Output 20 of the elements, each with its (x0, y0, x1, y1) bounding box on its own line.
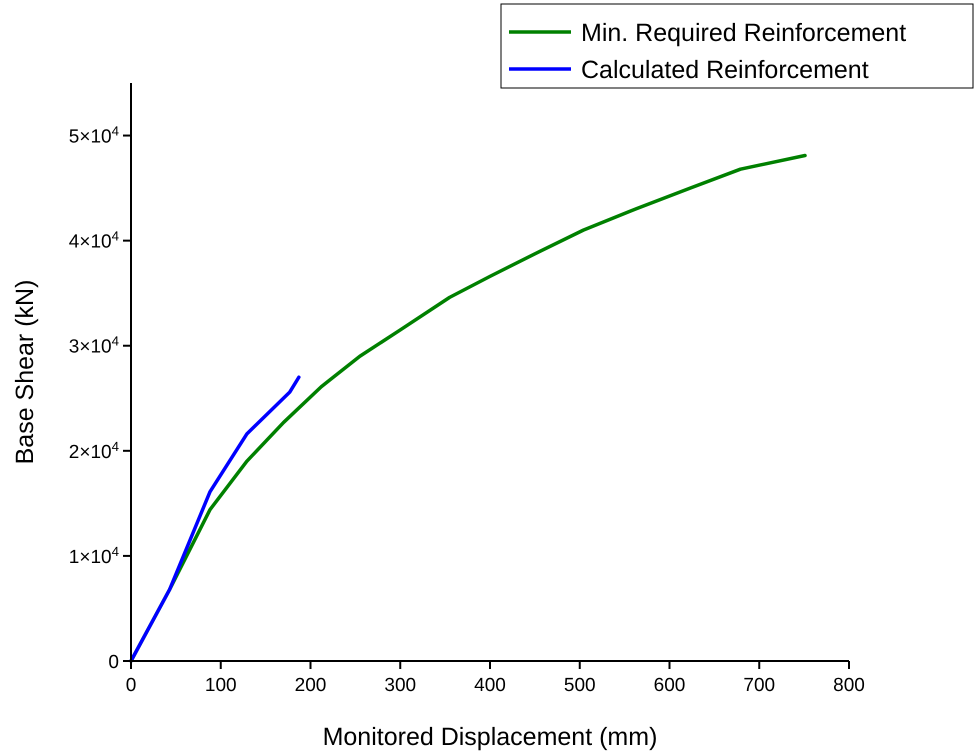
y-tick-label: 1×10$^{4}$ (68, 543, 119, 568)
x-tick-label: 500 (564, 675, 596, 696)
y-tick-label: 5×10$^{4}$ (68, 123, 119, 148)
x-axis-title: Monitored Displacement (mm) (322, 723, 658, 751)
y-tick-label: 4×10$^{4}$ (68, 228, 119, 253)
y-axis-title: Base Shear (kN) (11, 280, 39, 464)
x-tick-label: 100 (204, 675, 237, 696)
x-tick-label: 300 (384, 675, 416, 696)
x-tick-label: 800 (833, 675, 865, 696)
x-tick-label: 600 (654, 675, 686, 696)
x-tick-label: 400 (474, 675, 506, 696)
y-tick-label: 3×10$^{4}$ (68, 333, 119, 358)
legend-label: Calculated Reinforcement (581, 56, 869, 84)
x-tick-label: 0 (126, 675, 136, 696)
y-tick-label: 0 (108, 652, 119, 673)
x-tick-label: 700 (743, 675, 776, 696)
line-series (129, 376, 301, 663)
legend-label: Min. Required Reinforcement (581, 19, 906, 47)
y-tick-label: 2×10$^{4}$ (68, 438, 119, 463)
x-tick-label: 200 (294, 675, 326, 696)
